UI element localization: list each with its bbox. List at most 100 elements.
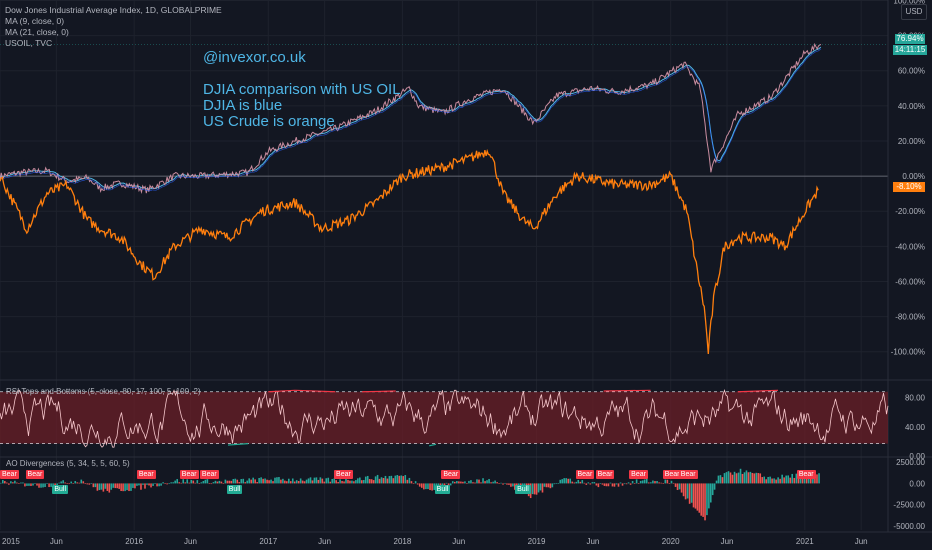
bear-signal-label: Bear [199,470,219,479]
indicator-usoil[interactable]: USOIL, TVC [5,38,53,48]
ao-bar [10,481,12,484]
ao-bar [414,481,417,484]
chart-annotation[interactable]: @invexor.co.uk DJIA comparison with US O… [203,50,401,130]
y-tick-label: 0.00% [902,172,925,181]
ao-bar [462,481,464,484]
ao-bar [226,480,229,484]
ao-bar [514,483,516,490]
indicator-ma21[interactable]: MA (21, close, 0) [5,27,69,37]
ao-bar [545,483,548,488]
ao-bar [150,483,152,488]
annotation-handle: @invexor.co.uk [203,49,306,66]
ao-bar [404,475,407,484]
ao-bar [349,480,351,484]
ao-bar [729,472,732,484]
ao-bar [561,479,564,484]
ao-bar [36,483,38,486]
ao-bar [601,483,604,485]
ao-bar [781,474,783,484]
ao-bar [329,481,332,484]
ao-bar [280,479,282,484]
ao-bar [468,480,470,484]
ao-bar [168,483,170,484]
ao-bar [757,473,760,484]
ao-bar [512,483,514,487]
ao-bar [278,477,280,484]
ao-bar [641,480,644,484]
ao-bar [386,478,389,484]
ao-bar [443,483,446,487]
bear-signal-label: Bear [796,470,816,479]
ao-bar [357,478,359,484]
ao-bar [172,482,174,484]
ao-bar [631,481,634,484]
ao-bar [46,483,48,485]
ao-bar [359,477,361,484]
ao-bar [240,479,243,484]
rsi-y-tick-label: 0.00 [909,452,925,461]
ao-bar [74,481,77,484]
ao-bar [166,483,168,485]
ao-bar [793,477,796,484]
ao-bar [791,473,794,484]
chart-legend: Dow Jones Industrial Average Index, 1D, … [5,5,222,49]
ao-bar [274,477,276,484]
ao-bar [589,483,592,485]
ao-bar [447,483,450,486]
ao-bar [535,483,538,495]
ao-bar [763,476,766,484]
ao-bar [270,479,272,484]
ao-bar [339,479,341,484]
ao-bar [593,482,596,484]
ao-bar [759,473,762,484]
ao-bar [398,475,401,484]
ao-bar [702,483,704,517]
indicator-ma9[interactable]: MA (9, close, 0) [5,16,65,26]
ao-bar [623,483,626,485]
ao-pane-label: AO Divergences (5, 34, 5, 5, 60, 5) [6,459,130,468]
ao-bar [158,483,160,487]
y-tick-label: 20.00% [898,137,925,146]
currency-button[interactable]: USD [901,4,927,20]
ao-bar [180,482,183,484]
ao-bar [236,479,239,484]
ao-bar [126,483,128,491]
ao-bar [433,483,435,490]
ao-bar [214,480,217,484]
y-tick-label: 100.00% [893,0,925,5]
ao-bar [753,473,756,484]
ao-bar [492,481,494,484]
ao-bar [54,483,56,486]
ao-bar [124,483,126,492]
ao-bar [146,483,148,485]
ao-bar [256,482,258,484]
ao-bar [392,478,395,484]
bear-signal-label: Bear [136,470,156,479]
ao-bar [106,483,109,491]
ao-bar [319,477,322,484]
bear-signal-label: Bear [595,470,615,479]
ao-bar [680,483,683,493]
annotation-line-1: DJIA comparison with US OIL [203,81,401,98]
x-tick-label: Jun [50,537,63,546]
ao-bar [408,477,411,484]
ao-bar [152,483,154,486]
ao-bar [777,477,779,484]
ao-bar [272,481,274,484]
ao-bar [645,478,648,484]
ao-bar [488,478,490,484]
ao-bar [192,480,195,484]
ao-bar [198,483,201,485]
ao-bar [384,475,387,484]
ao-bar [692,483,695,508]
ao-bar [721,477,724,484]
ao-bar [108,483,111,493]
ao-bar [587,482,590,484]
ao-bar [2,479,4,484]
ao-bar [335,480,337,484]
bear-signal-label: Bear [179,470,199,479]
ao-bar [676,483,679,491]
ao-bar [331,478,334,484]
ao-bar [605,483,608,487]
